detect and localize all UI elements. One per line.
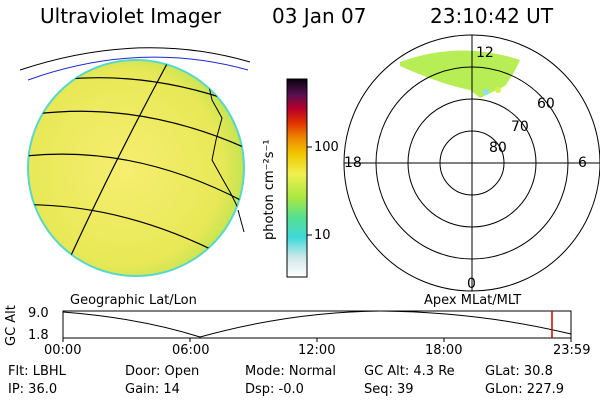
left-panel-label: Geographic Lat/Lon [70, 293, 197, 308]
time-tick-1200: 12:00 [298, 343, 336, 358]
lat-60-label: 60 [537, 96, 555, 112]
time-tick-0600: 06:00 [172, 343, 210, 358]
ip-status: IP: 36.0 [8, 382, 58, 397]
gain-status: Gain: 14 [125, 382, 180, 397]
auroral-oval [400, 50, 520, 98]
right-panel-label: Apex MLat/MLT [424, 293, 522, 308]
geo-longitude-status: GLon: 227.9 [485, 382, 565, 397]
altitude-axis-title: GC Alt [4, 305, 19, 346]
globe-image [19, 47, 251, 277]
auroral-spot [504, 73, 510, 79]
sequence-status: Seq: 39 [364, 382, 414, 397]
auroral-spot [483, 89, 489, 95]
mode-status: Mode: Normal [245, 364, 336, 379]
colorbar-tick-100: 100 [314, 140, 339, 155]
colorbar-tick-10: 10 [314, 228, 331, 243]
coastline-tail [237, 209, 245, 233]
mlt-0-label: 0 [467, 276, 476, 292]
mlt-12-label: 12 [476, 45, 494, 61]
altitude-curve [62, 310, 572, 338]
geo-latitude-status: GLat: 30.8 [485, 364, 553, 379]
mlt-6-label: 6 [578, 155, 587, 171]
time-label: 23:10:42 UT [430, 4, 554, 28]
date-label: 03 Jan 07 [272, 4, 367, 28]
outer-latitude-line [19, 47, 251, 71]
gc-altitude-status: GC Alt: 4.3 Re [364, 364, 455, 379]
filter-status: Flt: LBHL [8, 364, 66, 379]
door-status: Door: Open [125, 364, 200, 379]
altitude-strip [62, 310, 572, 342]
colorbar [286, 78, 312, 278]
coastline [207, 81, 239, 209]
time-tick-0000: 00:00 [44, 343, 82, 358]
polar-plot [343, 34, 600, 292]
auroral-spot [495, 87, 501, 93]
mlt-18-label: 18 [344, 155, 362, 171]
altitude-tick-max: 9.0 [28, 306, 49, 321]
altitude-tick-min: 1.8 [28, 328, 49, 343]
time-tick-2359: 23:59 [553, 343, 591, 358]
terminator-line [27, 56, 249, 81]
colorbar-unit-label: photon cm⁻²s⁻¹ [262, 139, 277, 240]
instrument-title: Ultraviolet Imager [40, 4, 222, 28]
lat-70-label: 70 [511, 119, 529, 135]
longitude-line [67, 61, 169, 263]
time-tick-1800: 18:00 [425, 343, 463, 358]
dsp-status: Dsp: -0.0 [245, 382, 304, 397]
lat-80-label: 80 [489, 140, 507, 156]
latitude-line [28, 153, 244, 206]
